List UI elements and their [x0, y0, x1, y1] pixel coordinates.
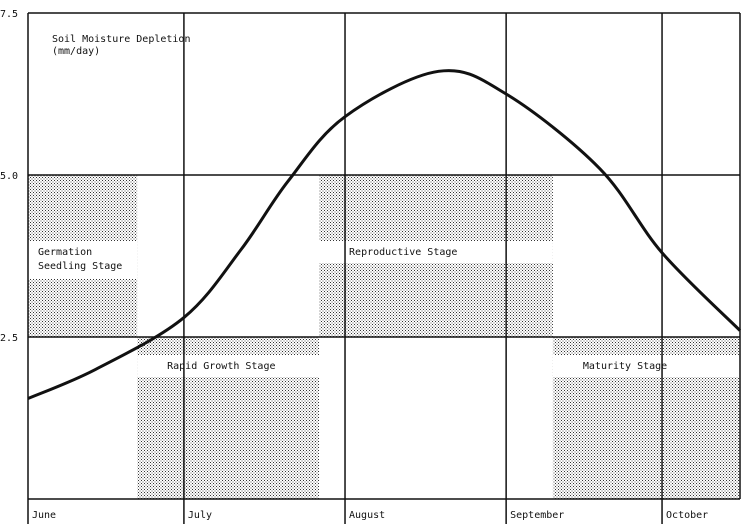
x-tick-label: July	[188, 510, 212, 521]
stage-label: Maturity Stage	[583, 361, 667, 372]
stage-label: Rapid Growth Stage	[167, 361, 275, 372]
stage-label: Germation	[38, 247, 92, 258]
stage-label-band	[28, 241, 138, 279]
stage-label-band	[552, 355, 740, 377]
stage-label-band	[319, 241, 553, 263]
stage-label: Reproductive Stage	[349, 247, 457, 258]
y-tick-label: 2.5	[0, 333, 18, 344]
stage-label-band	[137, 355, 320, 377]
x-tick-label: June	[32, 510, 56, 521]
y-axis-unit: (mm/day)	[52, 46, 100, 57]
x-tick-label: August	[349, 510, 385, 521]
y-tick-label: 7.5	[0, 9, 18, 20]
series-line	[27, 69, 742, 400]
x-tick-label: September	[510, 510, 564, 521]
stage-label: Seedling Stage	[38, 261, 122, 272]
x-tick-label: October	[666, 510, 708, 521]
y-tick-label: 5.0	[0, 171, 18, 182]
chart-title: Soil Moisture Depletion	[52, 34, 190, 45]
